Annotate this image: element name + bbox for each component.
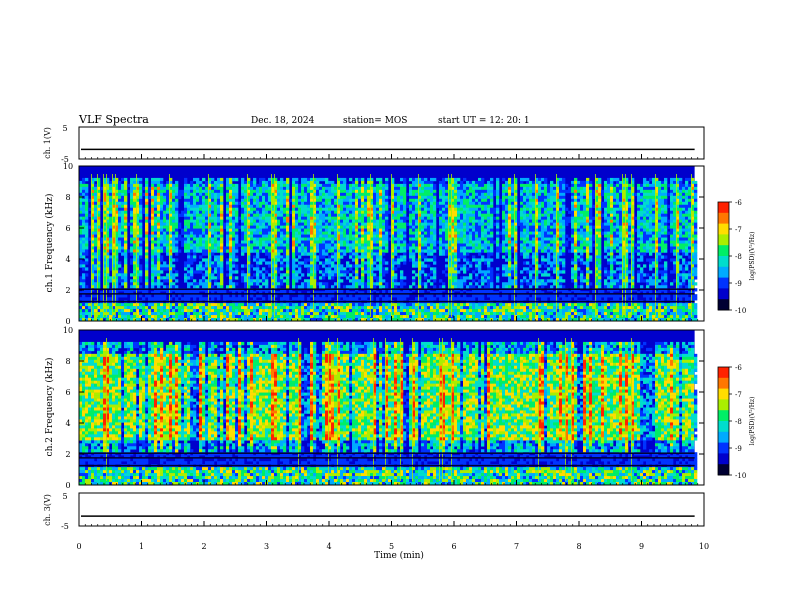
time-tick-label: 0 bbox=[76, 542, 81, 551]
colorbar-segment bbox=[718, 410, 729, 422]
date-label: Dec. 18, 2024 bbox=[251, 116, 315, 126]
freq-tick-label: 10 bbox=[63, 162, 73, 171]
freq-tick-label: 0 bbox=[65, 317, 70, 326]
colorbar-tick-label: -8 bbox=[735, 253, 742, 261]
colorbar-tick-label: -10 bbox=[735, 307, 746, 315]
time-tick-label: 9 bbox=[639, 542, 644, 551]
ch2-spectrogram-image bbox=[79, 330, 704, 486]
time-tick-label: 7 bbox=[514, 542, 519, 551]
colorbar-segment bbox=[718, 399, 729, 411]
ch1-waveform-ylabel: ch. 1(V) bbox=[43, 127, 52, 159]
ch1-freq-ylabel: ch.1 Frequency (kHz) bbox=[44, 194, 55, 293]
colorbar-segment bbox=[718, 277, 729, 289]
time-tick-label: 3 bbox=[264, 542, 269, 551]
freq-tick-label: 8 bbox=[65, 357, 70, 366]
freq-tick-label: 2 bbox=[65, 286, 70, 295]
time-tick-label: 4 bbox=[326, 542, 331, 551]
colorbar-segment bbox=[718, 212, 729, 225]
colorbar-label: log(PSD)(V²/Hz) bbox=[749, 397, 756, 446]
freq-tick-label: 6 bbox=[65, 224, 70, 233]
freq-tick-label: 8 bbox=[65, 193, 70, 202]
time-tick-label: 10 bbox=[699, 542, 709, 551]
colorbar-segment bbox=[718, 431, 729, 444]
ch3-waveform-ylabel: ch. 3(V) bbox=[43, 494, 52, 526]
ch2-spectrogram-panel: 0 2 4 6 8 10 ch.2 Frequency (kHz) bbox=[44, 326, 705, 490]
colorbar-segment bbox=[718, 288, 729, 300]
colorbar-segment bbox=[718, 234, 729, 246]
time-tick-label: 5 bbox=[389, 542, 394, 551]
colorbar-segment bbox=[718, 245, 729, 257]
ch1-colorbar: -6 -7 -8 -9 -10 log(PSD)(V²/Hz) bbox=[717, 199, 756, 315]
freq-tick-label: 0 bbox=[65, 481, 70, 490]
freq-tick-label: 6 bbox=[65, 388, 70, 397]
time-tick-label: 2 bbox=[201, 542, 206, 551]
colorbar-segment bbox=[718, 388, 729, 400]
freq-tick-label: 2 bbox=[65, 450, 70, 459]
figure-title: VLF Spectra bbox=[78, 113, 149, 126]
colorbar-segment bbox=[718, 377, 729, 390]
start-ut-label: start UT = 12: 20: 1 bbox=[438, 116, 530, 126]
colorbar-segment bbox=[718, 464, 729, 476]
colorbar-tick-label: -8 bbox=[735, 418, 742, 426]
ch3-waveform-panel: 5 -5 ch. 3(V) bbox=[43, 492, 705, 531]
ch2-freq-ticks: 0 2 4 6 8 10 bbox=[63, 326, 704, 490]
ch1-waveform-panel: 5 -5 ch. 1(V) bbox=[43, 124, 705, 164]
time-axis-ticks: 0 1 2 3 4 5 6 7 8 9 10 bbox=[76, 154, 709, 551]
colorbar-segment bbox=[718, 202, 729, 214]
colorbar-tick-label: -6 bbox=[735, 199, 742, 207]
time-tick-label: 8 bbox=[576, 542, 581, 551]
colorbar-tick-label: -7 bbox=[735, 391, 742, 399]
colorbar-tick-label: -10 bbox=[735, 472, 746, 480]
colorbar-label: log(PSD)(V²/Hz) bbox=[749, 232, 756, 281]
ch3-ytick-top: 5 bbox=[62, 492, 67, 501]
colorbar-segment bbox=[718, 421, 729, 433]
colorbar-segment bbox=[718, 453, 729, 465]
colorbar-segment bbox=[718, 367, 729, 379]
station-label: station= MOS bbox=[343, 116, 407, 126]
time-tick-label: 1 bbox=[139, 542, 144, 551]
ch1-freq-ticks: 0 2 4 6 8 10 bbox=[63, 162, 704, 326]
freq-tick-label: 10 bbox=[63, 326, 73, 335]
ch1-spectrogram-image bbox=[79, 166, 704, 322]
freq-tick-label: 4 bbox=[65, 419, 70, 428]
colorbar-tick-label: -7 bbox=[735, 226, 742, 234]
colorbar-segment bbox=[718, 223, 729, 235]
time-tick-label: 6 bbox=[451, 542, 456, 551]
ch1-ytick-bottom: -5 bbox=[61, 155, 69, 164]
colorbar-segment bbox=[718, 299, 729, 311]
colorbar-segment bbox=[718, 256, 729, 268]
ch2-freq-ylabel: ch.2 Frequency (kHz) bbox=[44, 358, 55, 457]
ch1-spectrogram-panel: 0 2 4 6 8 10 ch.1 Frequency (kHz) bbox=[44, 162, 705, 326]
time-axis-label: Time (min) bbox=[374, 550, 424, 561]
colorbar-tick-label: -6 bbox=[735, 364, 742, 372]
colorbar-segment bbox=[718, 266, 729, 279]
colorbar-tick-label: -9 bbox=[735, 280, 742, 288]
colorbar-tick-label: -9 bbox=[735, 445, 742, 453]
ch2-colorbar: -6 -7 -8 -9 -10 log(PSD)(V²/Hz) bbox=[717, 364, 756, 480]
colorbar-segment bbox=[718, 442, 729, 454]
ch1-ytick-top: 5 bbox=[62, 124, 67, 133]
freq-tick-label: 4 bbox=[65, 255, 70, 264]
ch3-ytick-bottom: -5 bbox=[61, 522, 69, 531]
